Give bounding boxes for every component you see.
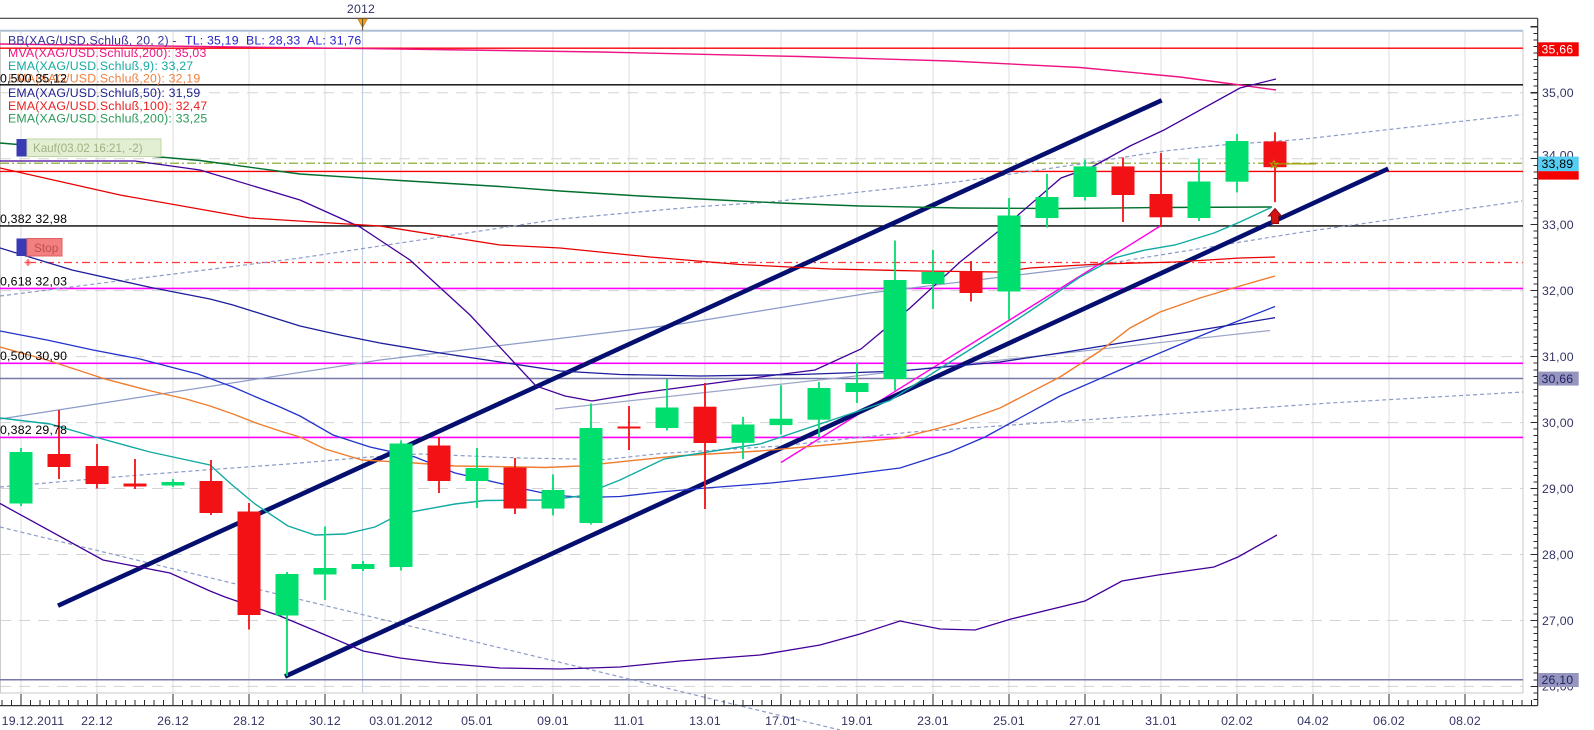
svg-text:27,00: 27,00 bbox=[1542, 614, 1574, 628]
svg-text:05.01: 05.01 bbox=[461, 714, 493, 728]
svg-text:23.01: 23.01 bbox=[917, 714, 949, 728]
svg-text:11.01: 11.01 bbox=[614, 714, 645, 728]
svg-text:03.01.2012: 03.01.2012 bbox=[369, 714, 433, 728]
svg-text:MVA(XAG/USD.Schluß,200): 35,03: MVA(XAG/USD.Schluß,200): 35,03 bbox=[8, 46, 207, 60]
svg-text:31,00: 31,00 bbox=[1542, 350, 1574, 364]
svg-text:33,89: 33,89 bbox=[1542, 157, 1574, 171]
svg-text:EMA(XAG/USD.Schluß,200): 33,25: EMA(XAG/USD.Schluß,200): 33,25 bbox=[8, 112, 207, 126]
svg-text:0,382 32,98: 0,382 32,98 bbox=[0, 212, 67, 226]
svg-text:19.01: 19.01 bbox=[841, 714, 873, 728]
svg-text:0,618 32,03: 0,618 32,03 bbox=[0, 274, 67, 288]
svg-text:17.01: 17.01 bbox=[765, 714, 797, 728]
svg-text:EMA(XAG/USD.Schluß,100): 32,47: EMA(XAG/USD.Schluß,100): 32,47 bbox=[8, 99, 207, 113]
svg-text:04.02: 04.02 bbox=[1297, 714, 1329, 728]
svg-text:35,66: 35,66 bbox=[1542, 43, 1574, 57]
svg-text:32,00: 32,00 bbox=[1542, 284, 1574, 298]
svg-text:08.02: 08.02 bbox=[1449, 714, 1481, 728]
svg-text:33,00: 33,00 bbox=[1542, 218, 1574, 232]
svg-text:2012: 2012 bbox=[347, 2, 375, 16]
svg-text:31.01: 31.01 bbox=[1145, 714, 1177, 728]
svg-text:EMA(XAG/USD.Schluß,9): 33,27: EMA(XAG/USD.Schluß,9): 33,27 bbox=[8, 59, 193, 73]
svg-text:0,382 29,78: 0,382 29,78 bbox=[0, 423, 67, 437]
svg-text:26,10: 26,10 bbox=[1542, 673, 1574, 687]
svg-text:26.12: 26.12 bbox=[157, 714, 189, 728]
svg-text:30,66: 30,66 bbox=[1542, 372, 1574, 386]
svg-text:29,00: 29,00 bbox=[1542, 482, 1574, 496]
svg-text:09.01: 09.01 bbox=[537, 714, 569, 728]
svg-text:0,500 35,12: 0,500 35,12 bbox=[0, 72, 67, 86]
svg-text:EMA(XAG/USD.Schluß,50): 31,59: EMA(XAG/USD.Schluß,50): 31,59 bbox=[8, 86, 200, 100]
svg-text:30.12: 30.12 bbox=[309, 714, 341, 728]
svg-text:13.01: 13.01 bbox=[689, 714, 721, 728]
svg-text:30,00: 30,00 bbox=[1542, 416, 1574, 430]
svg-text:19.12.2011: 19.12.2011 bbox=[2, 714, 65, 728]
svg-text:28.12: 28.12 bbox=[233, 714, 265, 728]
svg-text:27.01: 27.01 bbox=[1069, 714, 1101, 728]
svg-text:06.02: 06.02 bbox=[1373, 714, 1405, 728]
svg-text:Kauf(03.02 16:21, -2): Kauf(03.02 16:21, -2) bbox=[33, 142, 143, 155]
svg-text:Stop: Stop bbox=[34, 241, 59, 255]
svg-text:28,00: 28,00 bbox=[1542, 548, 1574, 562]
svg-text:22.12: 22.12 bbox=[81, 714, 113, 728]
svg-text:0,500 30,90: 0,500 30,90 bbox=[0, 349, 67, 363]
svg-text:25.01: 25.01 bbox=[993, 714, 1025, 728]
svg-text:35,00: 35,00 bbox=[1542, 86, 1574, 100]
svg-text:02.02: 02.02 bbox=[1221, 714, 1253, 728]
svg-text:BB(XAG/USD.Schluß, 20, 2) -: BB(XAG/USD.Schluß, 20, 2) - bbox=[8, 33, 177, 47]
svg-text:TL: 35,19 BL: 28,33 AL: 31,7: TL: 35,19 BL: 28,33 AL: 31,76 bbox=[185, 33, 361, 47]
svg-text:EMA(XAG/USD.Schluß,20): 32,19: EMA(XAG/USD.Schluß,20): 32,19 bbox=[8, 72, 200, 86]
